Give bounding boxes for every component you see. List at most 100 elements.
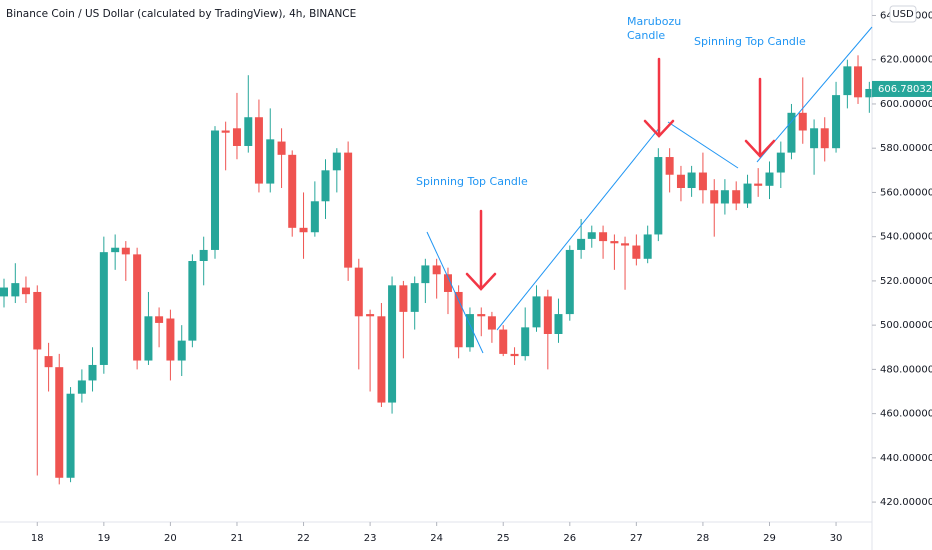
y-tick-label: 520.000000: [880, 276, 932, 287]
last-price-label: 606.780320: [878, 84, 932, 95]
x-tick-label: 26: [563, 533, 576, 544]
candle-body: [121, 247, 130, 255]
candle-body: [332, 152, 341, 171]
y-tick-label: 580.000000: [880, 143, 932, 154]
y-tick-label: 540.000000: [880, 232, 932, 243]
candle-body: [798, 112, 807, 131]
candle-body: [743, 183, 752, 204]
x-tick-label: 30: [830, 533, 843, 544]
candle-body: [565, 249, 574, 315]
candle-body: [366, 314, 375, 317]
x-tick-label: 18: [31, 533, 44, 544]
y-tick-label: 440.000000: [880, 453, 932, 464]
candle-body: [854, 66, 863, 98]
candle-body: [111, 247, 120, 253]
candle-body: [543, 296, 552, 334]
annotation: Spinning Top Candle: [694, 35, 806, 48]
candle-body: [254, 117, 263, 184]
x-tick-label: 19: [97, 533, 110, 544]
candle-body: [388, 285, 397, 403]
candle-body: [344, 152, 353, 268]
candle-body: [211, 130, 220, 250]
candle-body: [720, 190, 729, 204]
y-tick-label: 560.000000: [880, 187, 932, 198]
axes: 420.000000 440.000000 460.000000 480.000000…: [31, 5, 932, 544]
candle-body: [521, 327, 530, 357]
candle-body: [177, 340, 186, 361]
candle-body: [676, 174, 685, 189]
candle-body: [310, 201, 319, 233]
x-tick-label: 25: [497, 533, 510, 544]
candle-body: [421, 265, 430, 284]
candle-body: [687, 172, 696, 189]
candle-body: [532, 296, 541, 328]
candle-body: [698, 172, 707, 191]
y-tick-label: 620.000000: [880, 55, 932, 66]
y-tick-label: 500.000000: [880, 320, 932, 331]
candle-body: [499, 329, 508, 354]
candle-body: [221, 130, 230, 133]
trend-line: [756, 26, 873, 163]
candle-body: [377, 316, 386, 403]
candle-body: [621, 243, 630, 246]
x-tick-label: 20: [164, 533, 177, 544]
candle-body: [487, 316, 496, 330]
candle-body: [299, 227, 308, 233]
candle-body: [577, 238, 586, 250]
arrow: [643, 57, 675, 138]
x-tick-label: 28: [697, 533, 710, 544]
candle-body: [599, 232, 608, 242]
candle-body: [654, 157, 663, 235]
last-price-tag: [872, 80, 932, 97]
candle-body: [77, 380, 86, 394]
y-tick-label: 460.000000: [880, 409, 932, 420]
plot-area: [0, 55, 874, 485]
candle-body: [632, 245, 641, 259]
candle-body: [66, 393, 75, 478]
candle-body: [443, 274, 452, 292]
candle-body: [266, 139, 275, 184]
annotation: Marubozu: [627, 15, 681, 28]
annotation: Spinning Top Candle: [416, 175, 528, 188]
candle-body: [454, 291, 463, 348]
candle-body: [33, 291, 42, 350]
candle-body: [232, 128, 241, 146]
candle-body: [820, 128, 829, 149]
candle-body: [166, 318, 175, 361]
y-tick-label: 600.000000: [880, 99, 932, 110]
candle-body: [410, 283, 419, 312]
candle-body: [399, 285, 408, 312]
candle-body: [610, 241, 619, 244]
candle-body: [199, 249, 208, 261]
arrow: [744, 77, 776, 158]
candle-body: [665, 157, 674, 175]
candle-body: [244, 117, 253, 146]
candle-body: [765, 172, 774, 186]
candle-body: [277, 141, 286, 155]
candle-body: [732, 190, 741, 204]
candle-body: [477, 314, 486, 317]
currency-label: USD: [892, 9, 914, 20]
candle-body: [832, 95, 841, 149]
candle-body: [787, 112, 796, 153]
candle-body: [155, 316, 164, 323]
candle-body: [144, 316, 153, 361]
candle-body: [11, 283, 20, 297]
candle-body: [0, 287, 8, 297]
currency-box: [889, 5, 917, 23]
trend-line: [426, 231, 484, 354]
candle-body: [188, 261, 197, 341]
candle-body: [321, 170, 330, 202]
candle-body: [554, 314, 563, 334]
arrows: [465, 57, 776, 291]
arrow: [465, 209, 497, 291]
candle-body: [754, 183, 763, 186]
x-tick-label: 22: [297, 533, 310, 544]
annotation: Candle: [627, 29, 665, 42]
trend-line: [667, 121, 739, 169]
candle-body: [354, 267, 363, 317]
chart-title: Binance Coin / US Dollar (calculated by …: [6, 8, 356, 20]
candle-body: [44, 356, 53, 368]
candle-body: [21, 287, 30, 295]
